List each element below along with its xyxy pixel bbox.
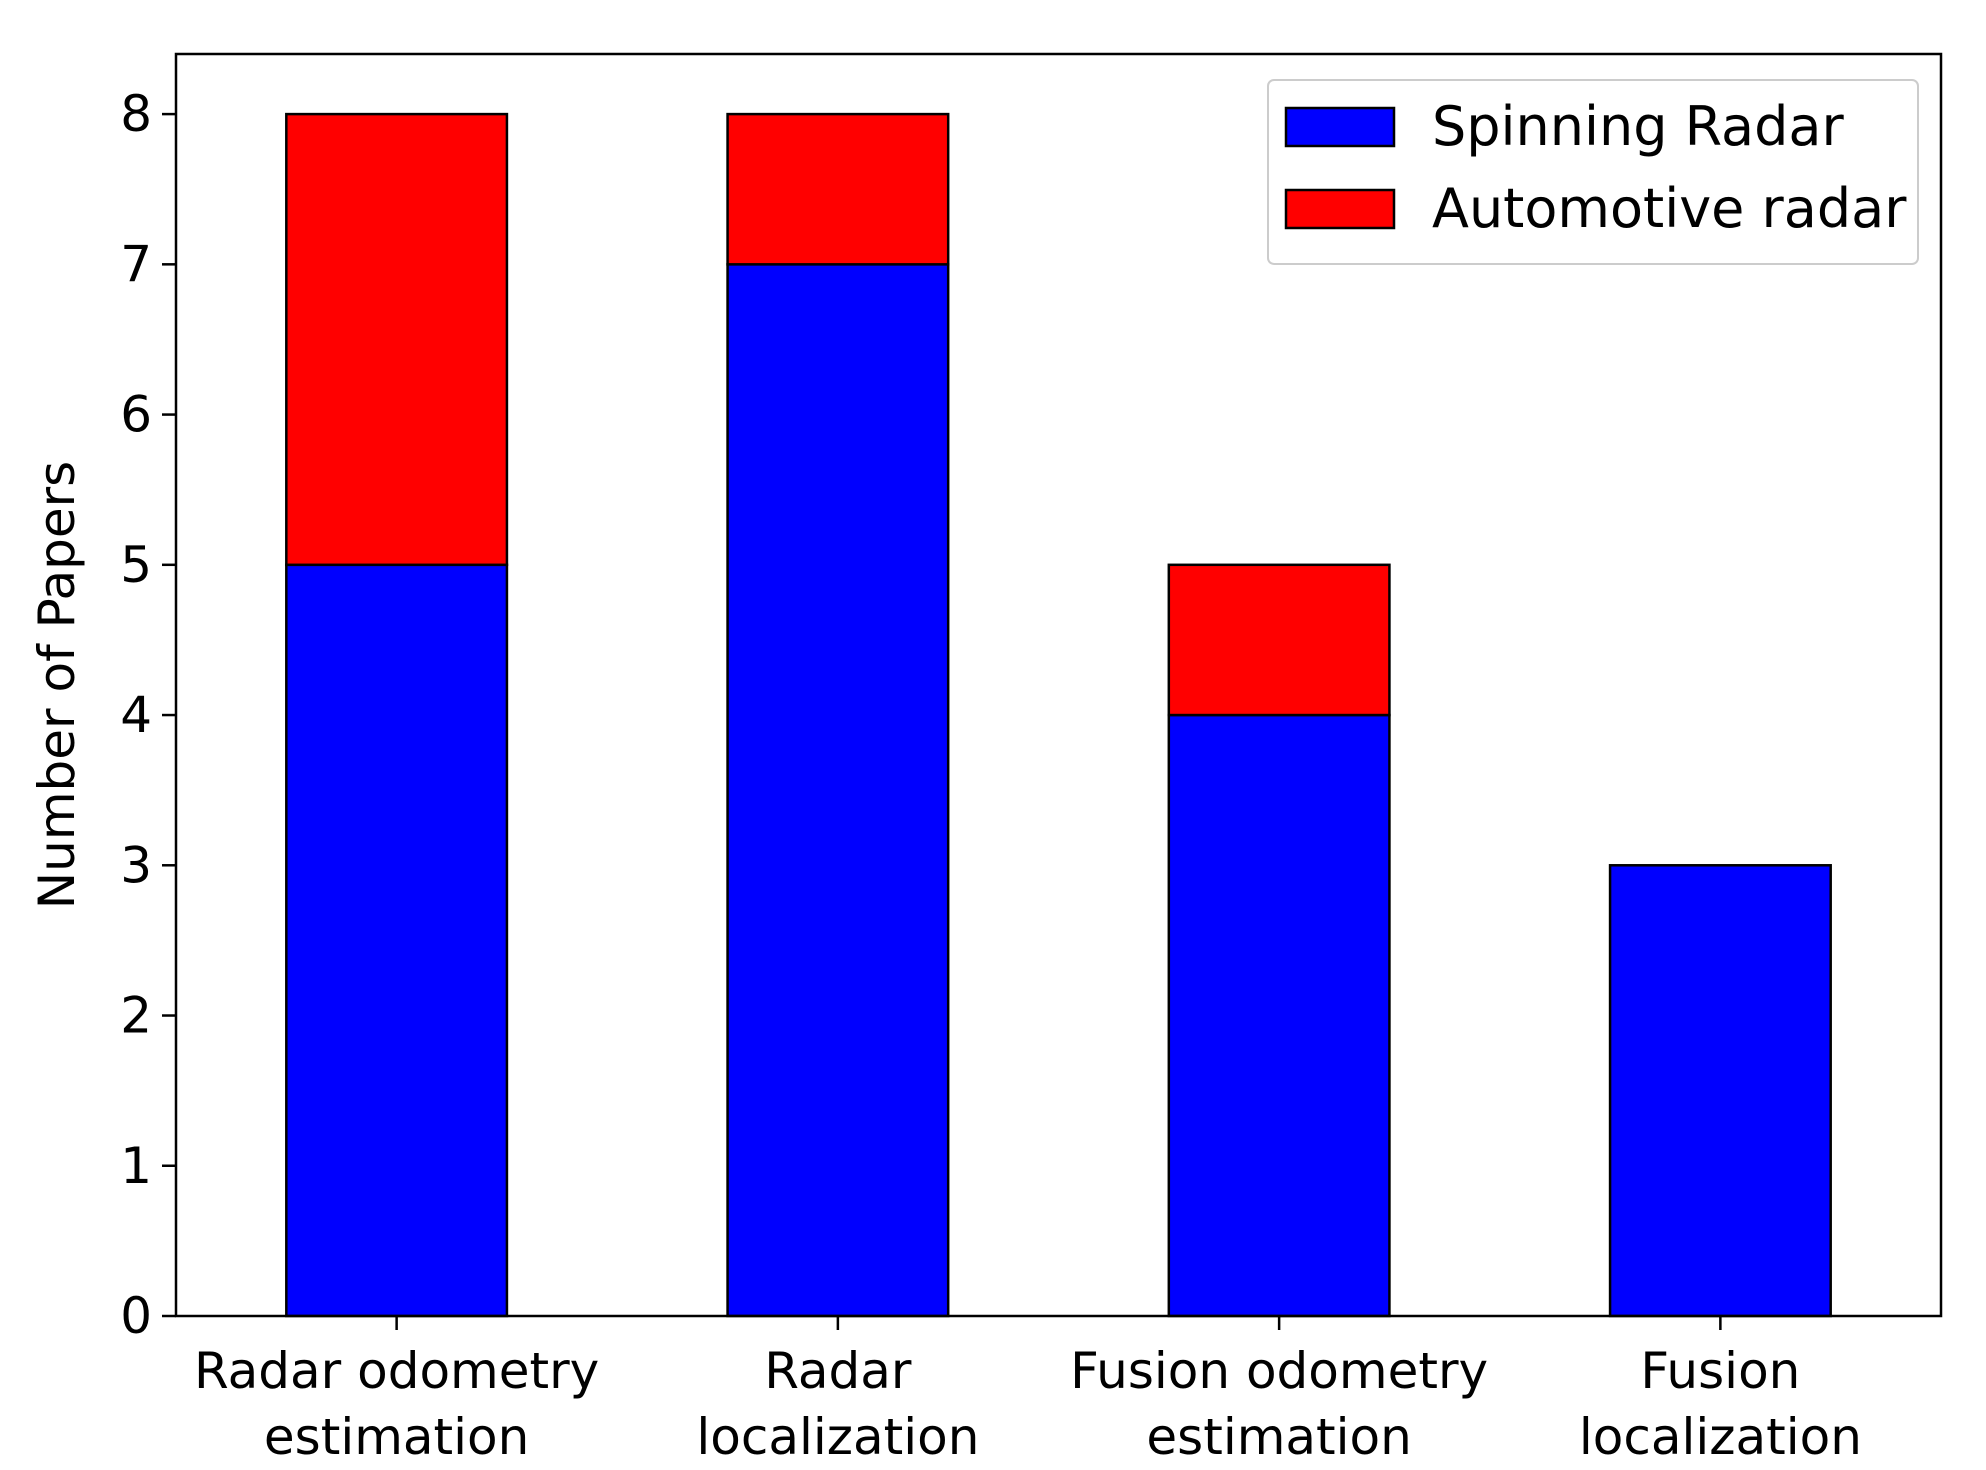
bar-spinning-0 <box>285 563 509 1318</box>
bar-automotive-0 <box>285 112 509 567</box>
x-tick-label: estimation <box>264 1408 529 1466</box>
bar-spinning-3 <box>1608 864 1832 1318</box>
y-tick-label: 1 <box>120 1137 152 1195</box>
x-tick-label: localization <box>696 1408 979 1466</box>
y-axis-label: Number of Papers <box>28 461 86 910</box>
legend: Spinning Radar Automotive radar <box>1267 79 1919 265</box>
legend-swatch-spinning <box>1284 106 1396 148</box>
x-tick-label: Fusion <box>1640 1342 1800 1400</box>
x-tick-label: Fusion odometry <box>1070 1342 1488 1400</box>
bar-automotive-2 <box>1167 563 1391 717</box>
bar-spinning-2 <box>1167 713 1391 1318</box>
y-tick-label: 8 <box>120 85 152 143</box>
y-tick-label: 3 <box>120 836 152 894</box>
bars-layer <box>285 112 1832 1318</box>
legend-box <box>1267 79 1919 265</box>
legend-label-automotive: Automotive radar <box>1432 177 1907 240</box>
x-tick-label: Radar <box>764 1342 912 1400</box>
bar-automotive-1 <box>726 112 950 266</box>
y-tick-label: 6 <box>120 386 152 444</box>
y-tick-label: 4 <box>120 686 152 744</box>
y-axis: 0 1 2 3 4 5 6 7 8 <box>120 85 176 1345</box>
y-tick-label: 7 <box>120 235 152 293</box>
bar-spinning-1 <box>726 263 950 1318</box>
x-tick-label: estimation <box>1146 1408 1411 1466</box>
y-tick-label: 0 <box>120 1287 152 1345</box>
y-tick-label: 2 <box>120 987 152 1045</box>
plot-frame <box>174 52 1943 1318</box>
y-tick-label: 5 <box>120 536 152 594</box>
x-axis: Radar odometry estimation Radar localizatio… <box>194 1316 1862 1466</box>
legend-swatch-automotive <box>1284 188 1396 230</box>
x-tick-label: Radar odometry <box>194 1342 599 1400</box>
legend-label-spinning: Spinning Radar <box>1432 95 1844 158</box>
x-tick-label: localization <box>1579 1408 1862 1466</box>
